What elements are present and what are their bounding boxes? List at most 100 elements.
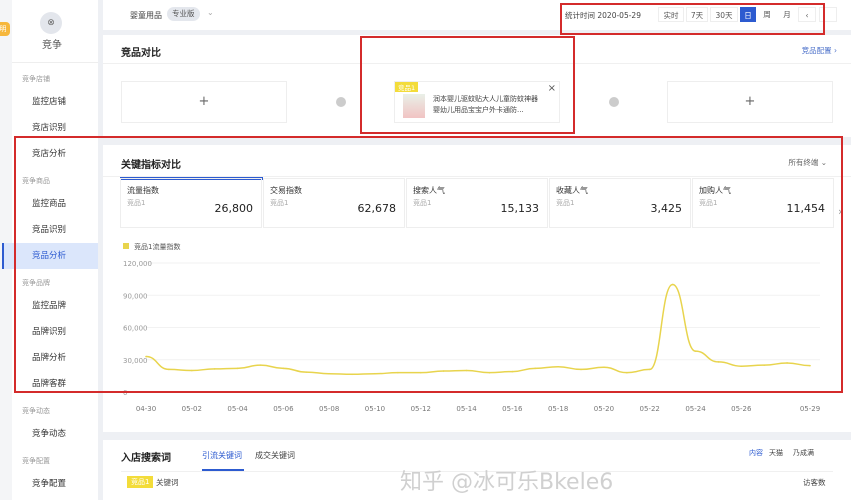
terminal-select[interactable]: 所有终端 ⌄ [788,158,827,167]
data-point [740,365,743,367]
day-button[interactable]: 日 [740,7,756,22]
config-link[interactable]: 竞品配置 › [801,46,837,55]
x-tick-label: 05-20 [594,405,614,413]
stat-time: 统计时间 2020-05-29 [565,11,641,20]
product-tag: 竞品1 [395,82,419,92]
x-tick-label: 05-22 [640,405,660,413]
sidebar: ⊗ 竞争 竞争店铺 监控店铺 竞店识别 竞店分析 竞争商品 监控商品 竞品识别 … [2,0,98,500]
data-point [626,371,628,374]
metric-card[interactable]: 加购人气 竞品1 11,454 [692,178,834,228]
y-tick-label: 60,000 [123,325,148,333]
sidebar-item-monitor-product[interactable]: 监控商品 [32,199,67,209]
sidebar-item-product-identify[interactable]: 竞品识别 [32,225,67,235]
sidebar-item-brand-audience[interactable]: 品牌客群 [32,379,67,389]
data-point [145,355,147,358]
slot-dot [336,97,346,107]
chevron-down-icon[interactable]: ⌄ [207,8,214,17]
divider [121,471,833,472]
y-tick-label: 30,000 [123,357,148,365]
sidebar-item-monitor-brand[interactable]: 监控品牌 [32,301,67,311]
metric-value: 15,133 [500,202,540,215]
data-point [168,368,170,371]
metric-name: 加购人气 [699,186,731,195]
data-point [488,371,491,374]
filter-tmall[interactable]: 天猫 [769,449,783,457]
metric-card[interactable]: 交易指数 竞品1 62,678 [263,178,405,228]
product-name: 润本婴儿驱蚊贴大人儿童防蚊神器婴幼儿用品宝宝户外卡通防... [433,95,538,114]
x-tick-label: 05-16 [502,405,523,413]
data-point [442,370,445,372]
tab-deal-keywords[interactable]: 成交关键词 [255,451,295,460]
sidebar-item-brand-identify[interactable]: 品牌识别 [32,327,67,337]
sidebar-item-config[interactable]: 竞争配置 [32,479,67,489]
panel-title: 竞品对比 [121,48,161,59]
data-point [305,371,308,373]
sidebar-item-dynamics[interactable]: 竞争动态 [32,429,67,439]
data-point [328,372,330,375]
group-label: 竞争店铺 [22,75,50,83]
metric-card[interactable]: 收藏人气竞品1 3,425 [549,178,691,228]
metric-card[interactable]: 搜索人气 竞品1 15,133 [406,178,548,228]
add-product-slot[interactable]: + [121,81,287,123]
metric-sub: 竞品1 [556,199,575,207]
x-tick-label: 05-29 [800,405,820,413]
tab-traffic-keywords[interactable]: 引流关键词 [202,451,242,460]
watermark: 知乎 @冰可乐Bkele6 [400,470,614,495]
product-image [403,94,425,118]
month-button[interactable]: 月 [778,7,796,22]
data-point [465,369,468,372]
data-point [259,364,262,366]
data-point [236,367,239,370]
group-label: 竞争商品 [22,177,50,185]
search-panel: 入店搜索词 引流关键词 成交关键词 内容 天猫 乃成满 竞品1 关键词 访客数 [103,440,851,500]
slot-dot [609,97,619,107]
data-point [717,361,720,363]
data-point [213,368,216,370]
metric-name: 收藏人气 [556,186,588,195]
x-tick-label: 05-26 [731,405,752,413]
active-tab-indicator [202,469,244,471]
data-point [374,372,376,375]
x-tick-label: 05-10 [365,405,385,413]
x-tick-label: 05-06 [273,405,294,413]
x-tick-label: 05-02 [182,405,202,413]
data-point [671,283,674,286]
y-tick-label: 90,000 [123,292,148,300]
legend-swatch [123,243,129,249]
next-button[interactable] [819,7,837,22]
sidebar-item-brand-analysis[interactable]: 品牌分析 [32,353,67,363]
7days-button[interactable]: 7天 [686,7,708,22]
data-point [511,370,514,373]
prev-button[interactable]: ‹ [798,7,816,22]
x-tick-label: 05-18 [548,405,568,413]
metric-value: 26,800 [214,202,254,215]
sidebar-item-monitor-shop[interactable]: 监控店铺 [32,97,67,107]
data-point [648,368,651,371]
notice-badge[interactable]: 明 [0,22,10,36]
realtime-button[interactable]: 实时 [658,7,684,22]
category-label: 婴童用品 [130,11,162,20]
metric-card[interactable]: 流量指数 竞品1 26,800 [120,178,262,228]
close-icon[interactable]: × [547,83,556,94]
chevron-right-icon[interactable]: › [838,205,843,218]
data-point [557,365,559,368]
sidebar-item-shop-analysis[interactable]: 竞店分析 [32,149,67,159]
add-product-slot[interactable]: + [667,81,833,123]
metric-value: 62,678 [357,202,397,215]
group-label: 竞争配置 [22,457,50,465]
sidebar-item-shop-identify[interactable]: 竞店识别 [32,123,67,133]
data-point [190,369,193,372]
filter-other[interactable]: 乃成满 [793,449,814,457]
product-card[interactable]: 竞品1 润本婴儿驱蚊贴大人儿童防蚊神器婴幼儿用品宝宝户外卡通防... × [394,81,560,123]
filter-content[interactable]: 内容 [749,449,763,457]
x-tick-label: 05-14 [456,405,477,413]
week-button[interactable]: 周 [758,7,776,22]
metric-value: 3,425 [650,202,683,215]
sidebar-item-product-analysis[interactable]: 竞品分析 [2,243,98,269]
panel-title: 入店搜索词 [121,453,171,464]
30days-button[interactable]: 30天 [710,7,738,22]
top-bar: 婴童用品 专业版 ⌄ 统计时间 2020-05-29 实时 7天 30天 日 周… [103,0,851,30]
divider [103,63,851,64]
metric-name: 搜索人气 [413,186,445,195]
x-tick-label: 05-24 [685,405,706,413]
